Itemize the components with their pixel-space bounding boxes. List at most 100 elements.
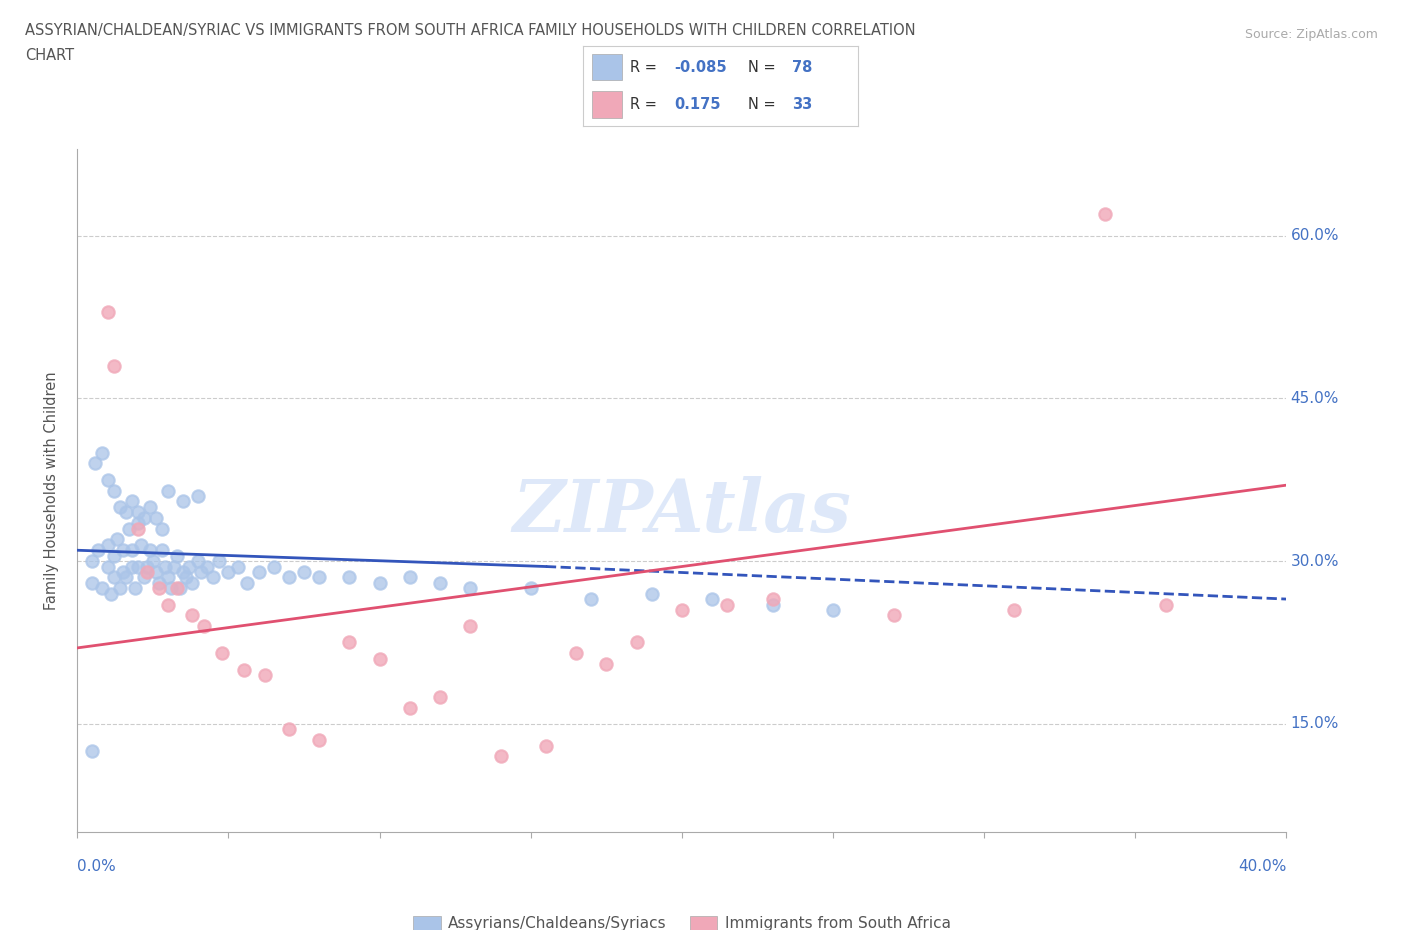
Point — [121, 543, 143, 558]
Text: 78: 78 — [792, 60, 813, 74]
Point — [160, 580, 183, 596]
Point — [193, 618, 215, 633]
Point — [82, 553, 104, 568]
Point — [166, 549, 188, 564]
Point — [174, 570, 197, 585]
Point — [1154, 597, 1177, 612]
Text: ZIPAtlas: ZIPAtlas — [513, 475, 851, 547]
Point — [127, 505, 149, 520]
Point — [108, 499, 131, 514]
Point — [82, 744, 104, 759]
Point — [169, 580, 191, 596]
Point — [103, 570, 125, 585]
Point — [172, 494, 194, 509]
Point — [399, 700, 422, 715]
Point — [253, 668, 276, 683]
Point — [121, 559, 143, 574]
Point — [172, 565, 194, 579]
Point — [489, 749, 512, 764]
Point — [308, 733, 330, 748]
Point — [157, 484, 180, 498]
Point — [96, 559, 118, 574]
Point — [883, 608, 905, 623]
Text: R =: R = — [630, 97, 666, 112]
Point — [195, 559, 218, 574]
Point — [153, 559, 176, 574]
Point — [148, 576, 170, 591]
Point — [292, 565, 315, 579]
Point — [139, 499, 162, 514]
Text: 0.0%: 0.0% — [77, 859, 117, 874]
Point — [150, 521, 173, 536]
Point — [145, 565, 167, 579]
Point — [111, 543, 134, 558]
Point — [208, 553, 231, 568]
Text: N =: N = — [748, 97, 780, 112]
Text: 15.0%: 15.0% — [1291, 716, 1339, 731]
Bar — [592, 91, 621, 118]
Point — [337, 635, 360, 650]
Point — [581, 591, 603, 606]
Point — [458, 618, 481, 633]
Bar — [592, 54, 621, 81]
Point — [1004, 603, 1026, 618]
Point — [247, 565, 270, 579]
Point — [132, 511, 155, 525]
Point — [337, 570, 360, 585]
Point — [671, 603, 693, 618]
Point — [90, 445, 112, 460]
Point — [87, 543, 110, 558]
Point — [263, 559, 285, 574]
Text: 60.0%: 60.0% — [1291, 228, 1339, 243]
Text: 0.175: 0.175 — [673, 97, 720, 112]
Text: N =: N = — [748, 60, 780, 74]
Point — [821, 603, 844, 618]
Text: 33: 33 — [792, 97, 813, 112]
Text: CHART: CHART — [25, 48, 75, 63]
Point — [232, 662, 254, 677]
Point — [429, 689, 451, 704]
Point — [278, 570, 301, 585]
Point — [520, 580, 543, 596]
Point — [84, 456, 107, 471]
Point — [762, 597, 785, 612]
Point — [565, 646, 588, 661]
Point — [458, 580, 481, 596]
Point — [103, 484, 125, 498]
Point — [135, 559, 157, 574]
Point — [129, 538, 152, 552]
Point — [308, 570, 330, 585]
Point — [278, 722, 301, 737]
Point — [145, 511, 167, 525]
Point — [118, 521, 141, 536]
Point — [187, 488, 209, 503]
Text: 45.0%: 45.0% — [1291, 391, 1339, 405]
Point — [132, 570, 155, 585]
Point — [142, 553, 165, 568]
Point — [716, 597, 738, 612]
Point — [534, 738, 557, 753]
Text: 30.0%: 30.0% — [1291, 553, 1339, 568]
Point — [82, 576, 104, 591]
Point — [190, 565, 212, 579]
Point — [127, 516, 149, 531]
Point — [114, 505, 136, 520]
Point — [163, 559, 186, 574]
Text: Source: ZipAtlas.com: Source: ZipAtlas.com — [1244, 28, 1378, 41]
Point — [157, 570, 180, 585]
Point — [702, 591, 724, 606]
Point — [100, 586, 122, 601]
Point — [235, 576, 257, 591]
Point — [166, 580, 188, 596]
Point — [181, 608, 204, 623]
Point — [202, 570, 225, 585]
Point — [626, 635, 648, 650]
Point — [105, 532, 128, 547]
Point — [114, 570, 136, 585]
Point — [127, 559, 149, 574]
Point — [179, 559, 201, 574]
Point — [181, 576, 204, 591]
Point — [150, 543, 173, 558]
Point — [187, 553, 209, 568]
Point — [211, 646, 233, 661]
